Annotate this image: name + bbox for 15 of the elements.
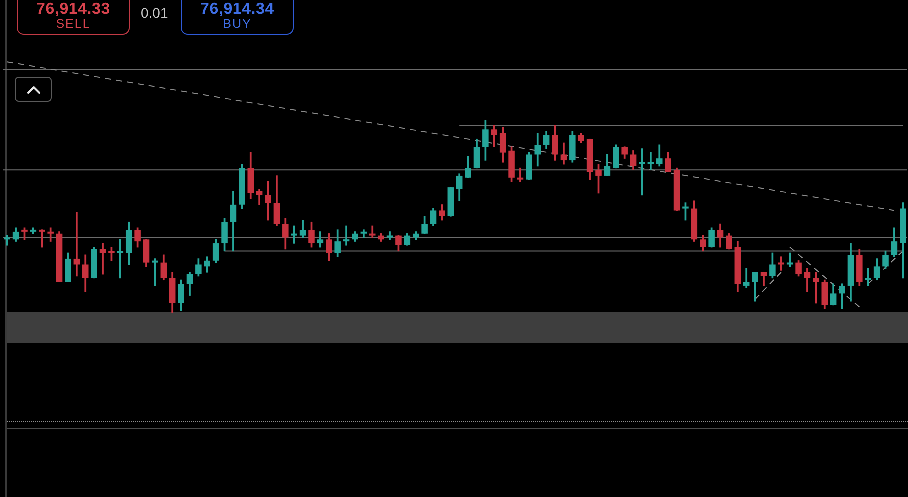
sell-button[interactable]: 76,914.33 SELL xyxy=(17,0,130,35)
candlestick xyxy=(117,239,124,279)
candlestick xyxy=(74,212,80,277)
candlestick xyxy=(48,228,54,242)
candlestick xyxy=(39,230,46,248)
candlestick xyxy=(786,252,794,268)
chevron-button[interactable] xyxy=(15,77,52,102)
candlestick xyxy=(865,268,872,286)
text: 0.01 xyxy=(141,5,168,21)
candlestick xyxy=(291,226,298,244)
candlestick xyxy=(778,256,785,271)
buy-button[interactable]: 76,914.34 BUY xyxy=(181,0,294,35)
candlestick xyxy=(517,168,524,182)
candlestick xyxy=(648,152,654,171)
candlestick xyxy=(343,226,350,246)
